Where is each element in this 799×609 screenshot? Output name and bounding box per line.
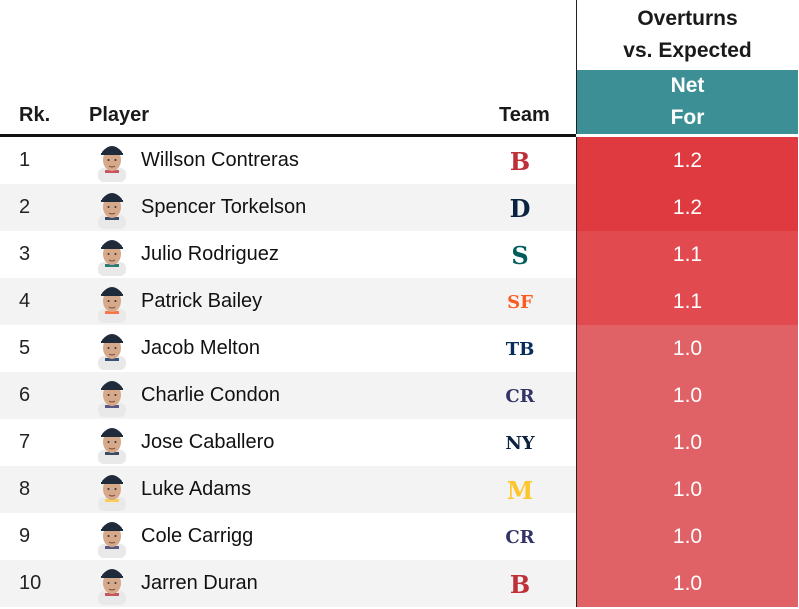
row-background [0,184,576,231]
player-name-cell[interactable]: Jose Caballero [141,431,275,453]
player-headshot-icon [98,569,126,605]
table-row[interactable]: 2 Spencer Torkelson D 1.2 [0,184,799,231]
header-divider [0,134,576,137]
net-for-cell: 1.0 [576,466,798,513]
table-row[interactable]: 5 Jacob Melton TB 1.0 [0,325,799,372]
row-background [0,325,576,372]
table-body: 1 Willson Contreras B 1.2 2 [0,137,799,607]
net-for-cell: 1.2 [576,184,798,231]
player-name-cell[interactable]: Jarren Duran [141,572,258,594]
net-header-line1: Net [670,74,705,97]
rank-cell: 7 [19,431,31,453]
group-header-overturns: Overturns vs. Expected [576,0,798,70]
player-name-cell[interactable]: Julio Rodriguez [141,243,279,265]
team-logo-icon: CR [505,385,535,407]
team-logo-icon: TB [505,338,535,360]
rank-cell: 9 [19,525,31,547]
rank-cell: 10 [19,572,42,594]
player-headshot-icon [98,193,126,229]
rank-cell: 1 [19,149,31,171]
net-header-line2: For [670,106,705,129]
player-headshot-icon [98,240,126,276]
player-headshot-icon [98,146,126,182]
player-headshot-icon [98,381,126,417]
player-headshot-icon [98,522,126,558]
rank-cell: 2 [19,196,31,218]
net-for-cell: 1.0 [576,325,798,372]
row-background [0,278,576,325]
team-logo-icon: NY [505,432,535,454]
player-name-cell[interactable]: Spencer Torkelson [141,196,307,218]
table-row[interactable]: 4 Patrick Bailey SF 1.1 [0,278,799,325]
net-for-header[interactable]: Net For [576,70,798,134]
team-logo-icon: B [509,569,531,599]
table-row[interactable]: 8 Luke Adams M 1.0 [0,466,799,513]
net-for-cell: 1.1 [576,278,798,325]
net-for-cell: 1.0 [576,419,798,466]
player-headshot-icon [98,287,126,323]
row-background [0,560,576,607]
group-header-line1: Overturns [637,7,738,30]
row-background [0,466,576,513]
rank-cell: 3 [19,243,31,265]
group-header-line2: vs. Expected [623,39,752,62]
player-name-cell[interactable]: Jacob Melton [141,337,260,359]
player-name-cell[interactable]: Charlie Condon [141,384,280,406]
rank-column-header[interactable]: Rk. [19,104,51,126]
table-row[interactable]: 6 Charlie Condon CR 1.0 [0,372,799,419]
net-for-cell: 1.0 [576,513,798,560]
row-background [0,513,576,560]
player-headshot-icon [98,475,126,511]
net-for-cell: 1.0 [576,560,798,607]
table-row[interactable]: 7 Jose Caballero NY 1.0 [0,419,799,466]
team-logo-icon: M [506,475,534,505]
net-for-cell: 1.0 [576,372,798,419]
table-row[interactable]: 3 Julio Rodriguez S 1.1 [0,231,799,278]
table-row[interactable]: 10 Jarren Duran B 1.0 [0,560,799,607]
net-for-cell: 1.1 [576,231,798,278]
player-name-cell[interactable]: Luke Adams [141,478,252,500]
player-name-cell[interactable]: Cole Carrigg [141,525,254,547]
player-column-header[interactable]: Player [89,104,150,126]
team-logo-icon: S [511,240,529,270]
player-name-cell[interactable]: Willson Contreras [141,149,299,171]
player-name-cell[interactable]: Patrick Bailey [141,290,263,312]
row-background [0,372,576,419]
row-background [0,231,576,278]
rank-cell: 5 [19,337,31,359]
rank-cell: 6 [19,384,31,406]
team-column-header[interactable]: Team [499,104,550,126]
player-headshot-icon [98,334,126,370]
table-row[interactable]: 9 Cole Carrigg CR 1.0 [0,513,799,560]
net-for-cell: 1.2 [576,137,798,184]
rank-cell: 4 [19,290,31,312]
player-headshot-icon [98,428,126,464]
team-logo-icon: B [509,146,531,176]
team-logo-icon: D [509,193,531,223]
team-logo-icon: CR [505,526,535,548]
table-row[interactable]: 1 Willson Contreras B 1.2 [0,137,799,184]
team-logo-icon: SF [507,291,533,313]
rank-cell: 8 [19,478,31,500]
row-background [0,419,576,466]
